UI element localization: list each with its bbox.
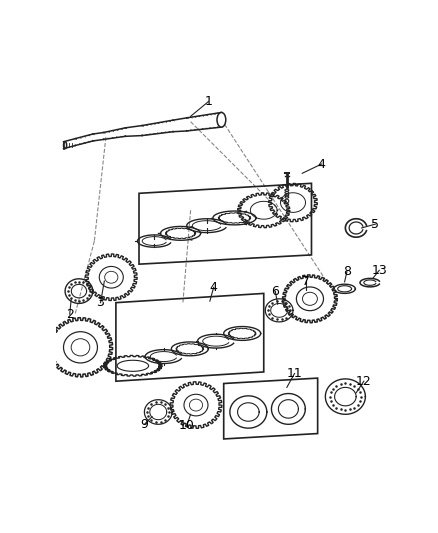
Text: 5: 5 — [371, 217, 379, 231]
Text: 1: 1 — [205, 95, 212, 108]
Text: 13: 13 — [371, 264, 387, 277]
Ellipse shape — [217, 112, 226, 127]
Text: 9: 9 — [141, 418, 148, 431]
Text: 7: 7 — [302, 274, 310, 288]
Text: 2: 2 — [66, 308, 74, 321]
Text: 11: 11 — [286, 367, 302, 380]
Text: 3: 3 — [96, 296, 104, 309]
Text: 4: 4 — [318, 158, 325, 171]
Text: 4: 4 — [210, 281, 218, 294]
Text: 8: 8 — [343, 265, 351, 278]
Text: 10: 10 — [179, 419, 194, 432]
Text: 12: 12 — [356, 375, 372, 387]
Text: 6: 6 — [272, 285, 279, 297]
